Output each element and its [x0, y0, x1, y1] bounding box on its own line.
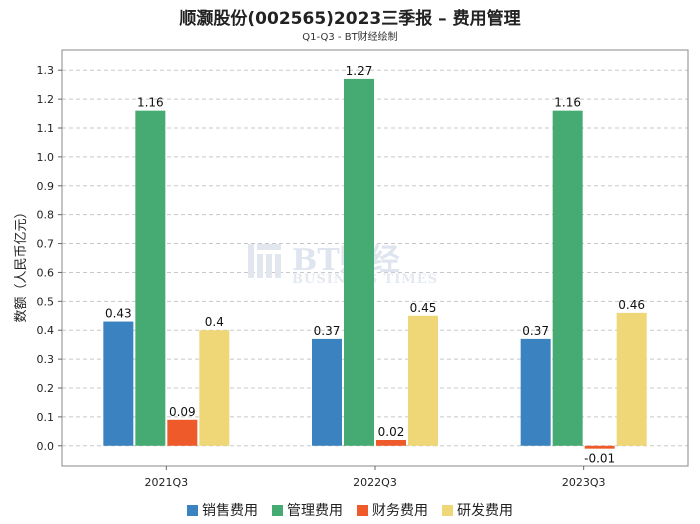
y-tick-label: 0.8: [37, 209, 55, 222]
y-tick-label: 0.9: [37, 180, 55, 193]
legend-label: 管理费用: [287, 503, 343, 519]
legend-swatch: [272, 504, 283, 516]
data-labels: 0.43 1.16 0.09 0.4 0.37 1.27 0.02 0.45 0.37 1.16 -…: [105, 64, 645, 466]
watermark-logo-icon: [248, 244, 281, 278]
legend: 销售费用 管理费用 财务费用 研发费用: [0, 500, 700, 520]
data-label: 0.45: [410, 301, 437, 315]
y-tick-label: 0.7: [37, 238, 55, 251]
bar: [376, 440, 406, 446]
y-axis-title: 数额（人民币亿元）: [14, 205, 29, 322]
data-label: 0.46: [618, 298, 645, 312]
data-label: 1.16: [554, 96, 581, 110]
data-label: 0.37: [314, 324, 341, 338]
bar: [167, 419, 198, 446]
legend-item: 财务费用: [357, 500, 428, 520]
data-label: 1.16: [137, 96, 164, 110]
bars: [103, 78, 647, 449]
watermark: BT财经 BUSINESS TIMES: [248, 243, 437, 287]
x-tick-label: 2021Q3: [145, 476, 189, 489]
y-tick-label: 0.2: [37, 382, 55, 395]
axes: 0.0 0.1 0.2 0.3 0.4 0.5 0.6 0.7 0.8 0.9 1.0 1.1 1.2 1…: [37, 49, 689, 489]
bar: [616, 312, 647, 446]
y-tick-label: 1.1: [37, 122, 55, 135]
y-tick-label: 1.3: [37, 64, 55, 77]
legend-swatch: [187, 504, 198, 516]
bar: [312, 338, 342, 446]
data-label: 0.09: [169, 405, 196, 419]
legend-label: 销售费用: [202, 503, 258, 519]
x-tick-label: 2023Q3: [562, 476, 606, 489]
y-tick-label: 0.0: [37, 440, 55, 453]
bar: [344, 78, 374, 446]
gridlines: [62, 69, 688, 447]
y-tick-label: 0.5: [37, 295, 55, 308]
legend-item: 管理费用: [272, 500, 343, 520]
chart-subtitle: Q1-Q3 - BT财经绘制: [302, 32, 398, 43]
chart-canvas: BT财经 BUSINESS TIMES 0.43 1.16 0.09 0.4 0.37 1…: [14, 49, 689, 489]
data-label: 0.02: [378, 425, 405, 439]
y-tick-label: 0.1: [37, 411, 55, 424]
bar: [584, 445, 615, 449]
bar: [135, 110, 166, 446]
legend-label: 研发费用: [457, 503, 513, 519]
bar: [103, 321, 134, 446]
bar: [520, 338, 551, 446]
y-tick-label: 0.6: [37, 266, 55, 279]
data-label: 0.43: [105, 307, 132, 321]
data-label: 0.4: [205, 315, 224, 329]
y-tick-label: 0.3: [37, 353, 55, 366]
legend-swatch: [442, 504, 453, 516]
legend-swatch: [357, 504, 368, 516]
data-label: -0.01: [584, 452, 615, 466]
legend-item: 研发费用: [442, 500, 513, 520]
legend-label: 财务费用: [372, 503, 428, 519]
bar: [552, 110, 583, 446]
y-tick-label: 1.2: [37, 93, 55, 106]
bar: [408, 315, 438, 446]
bar: [199, 330, 230, 446]
legend-item: 销售费用: [187, 500, 258, 520]
data-label: 1.27: [346, 64, 373, 78]
y-tick-label: 1.0: [37, 151, 55, 164]
data-label: 0.37: [522, 324, 549, 338]
chart-title: 顺灏股份(002565)2023三季报 – 费用管理: [179, 9, 521, 29]
y-tick-label: 0.4: [37, 324, 55, 337]
x-tick-label: 2022Q3: [353, 476, 397, 489]
